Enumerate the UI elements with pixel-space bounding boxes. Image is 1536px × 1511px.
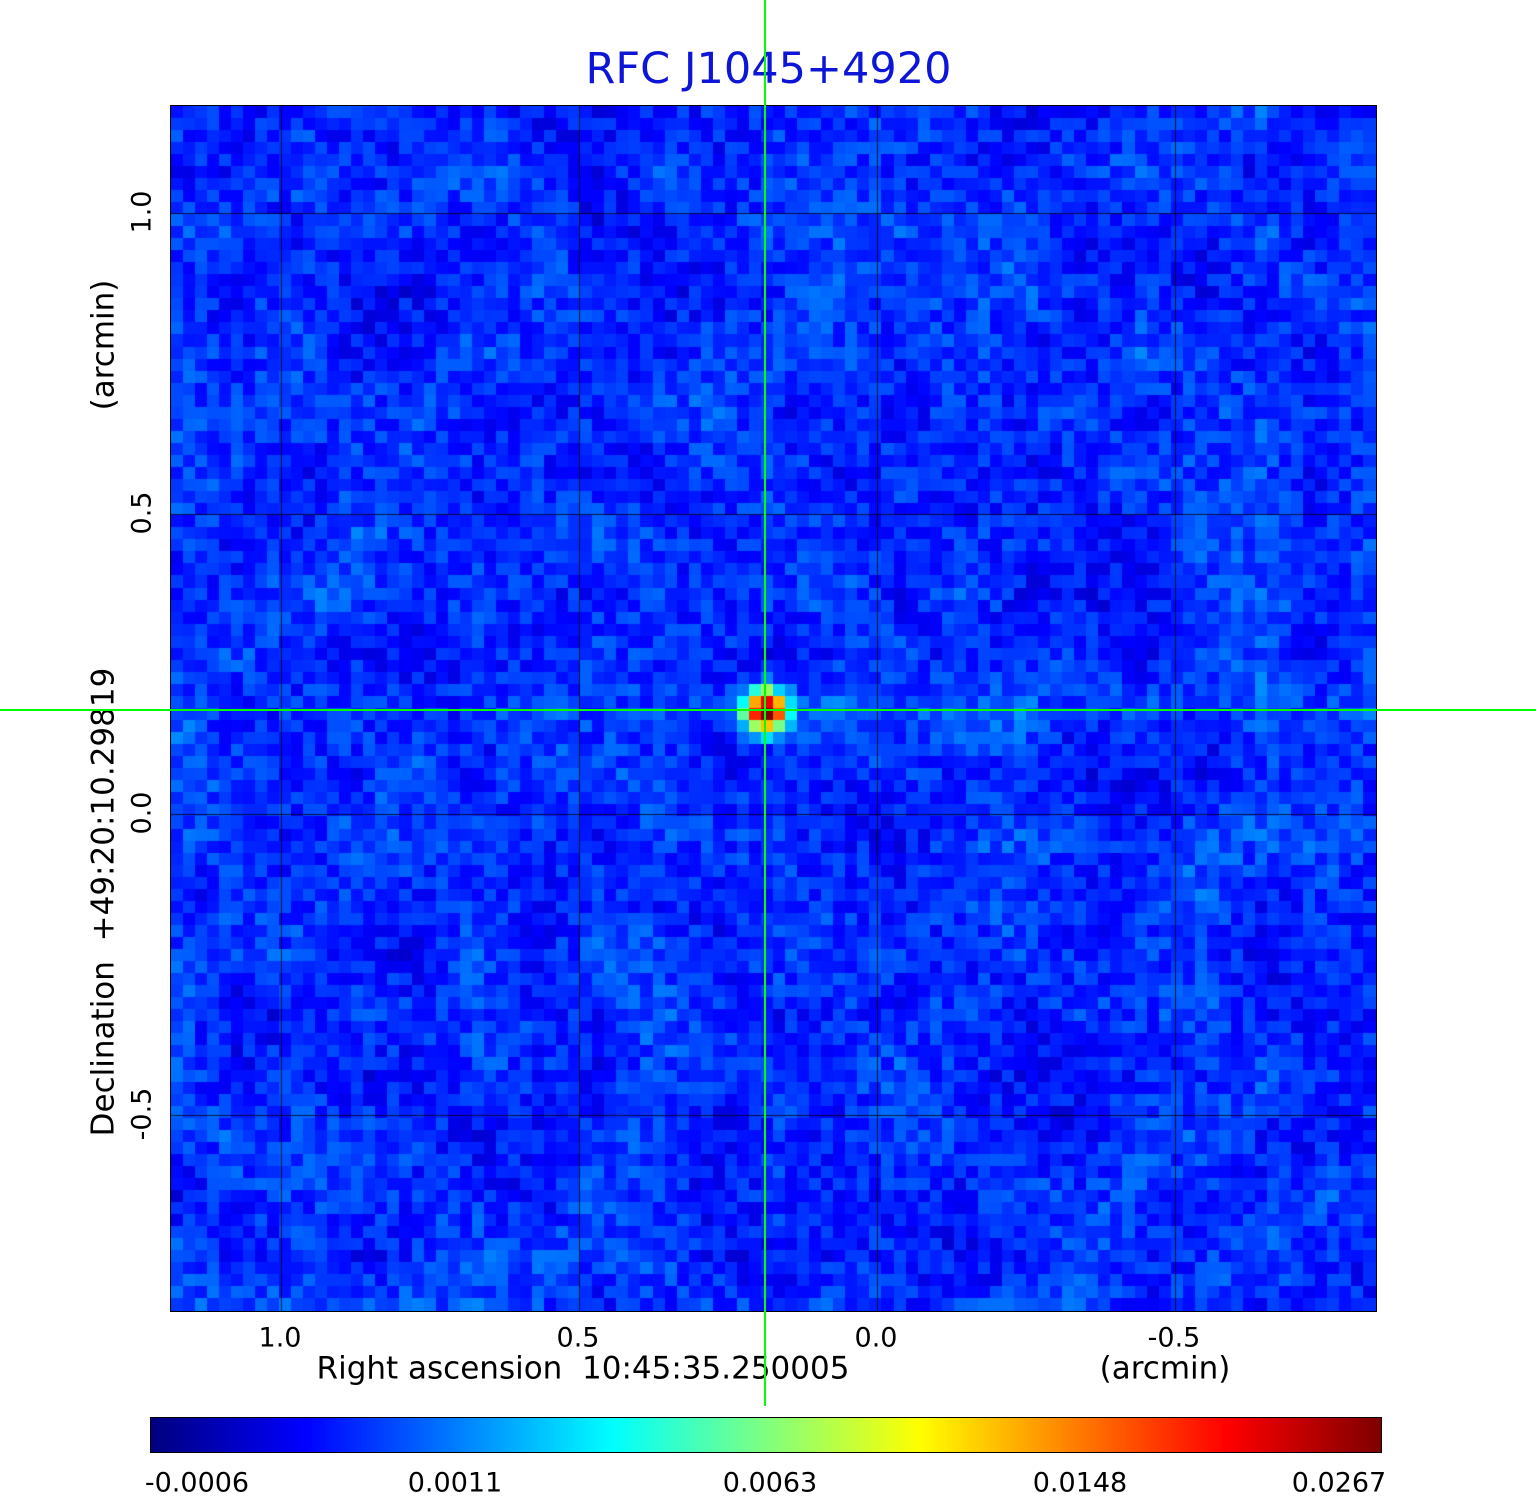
x-tick-label: 1.0 — [258, 1322, 302, 1354]
y-tick-label: -0.5 — [126, 1087, 158, 1141]
colorbar-tick-label: 0.0148 — [1032, 1467, 1128, 1499]
x-tick-label: -0.5 — [1147, 1322, 1201, 1354]
x-tick-label: 0.0 — [854, 1322, 898, 1354]
colorbar-tick-label: -0.0006 — [144, 1467, 250, 1499]
y-tick-label: 0.0 — [126, 791, 158, 835]
colorbar-tick-label: 0.0011 — [407, 1467, 503, 1499]
y-tick-label: 1.0 — [126, 190, 158, 234]
colorbar — [150, 1417, 1382, 1453]
x-axis-label: Right ascension 10:45:35.250005 — [316, 1350, 850, 1387]
colorbar-tick-label: 0.0063 — [722, 1467, 818, 1499]
y-axis-label: Declination +49:20:10.29819 — [85, 667, 122, 1137]
radio-map-canvas — [171, 106, 1376, 1311]
y-axis-unit-label: (arcmin) — [85, 279, 122, 411]
crosshair-vertical-line — [764, 0, 766, 1406]
y-tick-label: 0.5 — [126, 491, 158, 535]
x-axis-unit-label: (arcmin) — [1099, 1350, 1231, 1387]
plot-title: RFC J1045+4920 — [585, 44, 952, 94]
crosshair-horizontal-line — [0, 709, 1536, 711]
colorbar-tick-label: 0.0267 — [1291, 1467, 1387, 1499]
x-tick-label: 0.5 — [556, 1322, 600, 1354]
colorbar-gradient-canvas — [151, 1418, 1381, 1452]
plot-area — [170, 105, 1377, 1312]
